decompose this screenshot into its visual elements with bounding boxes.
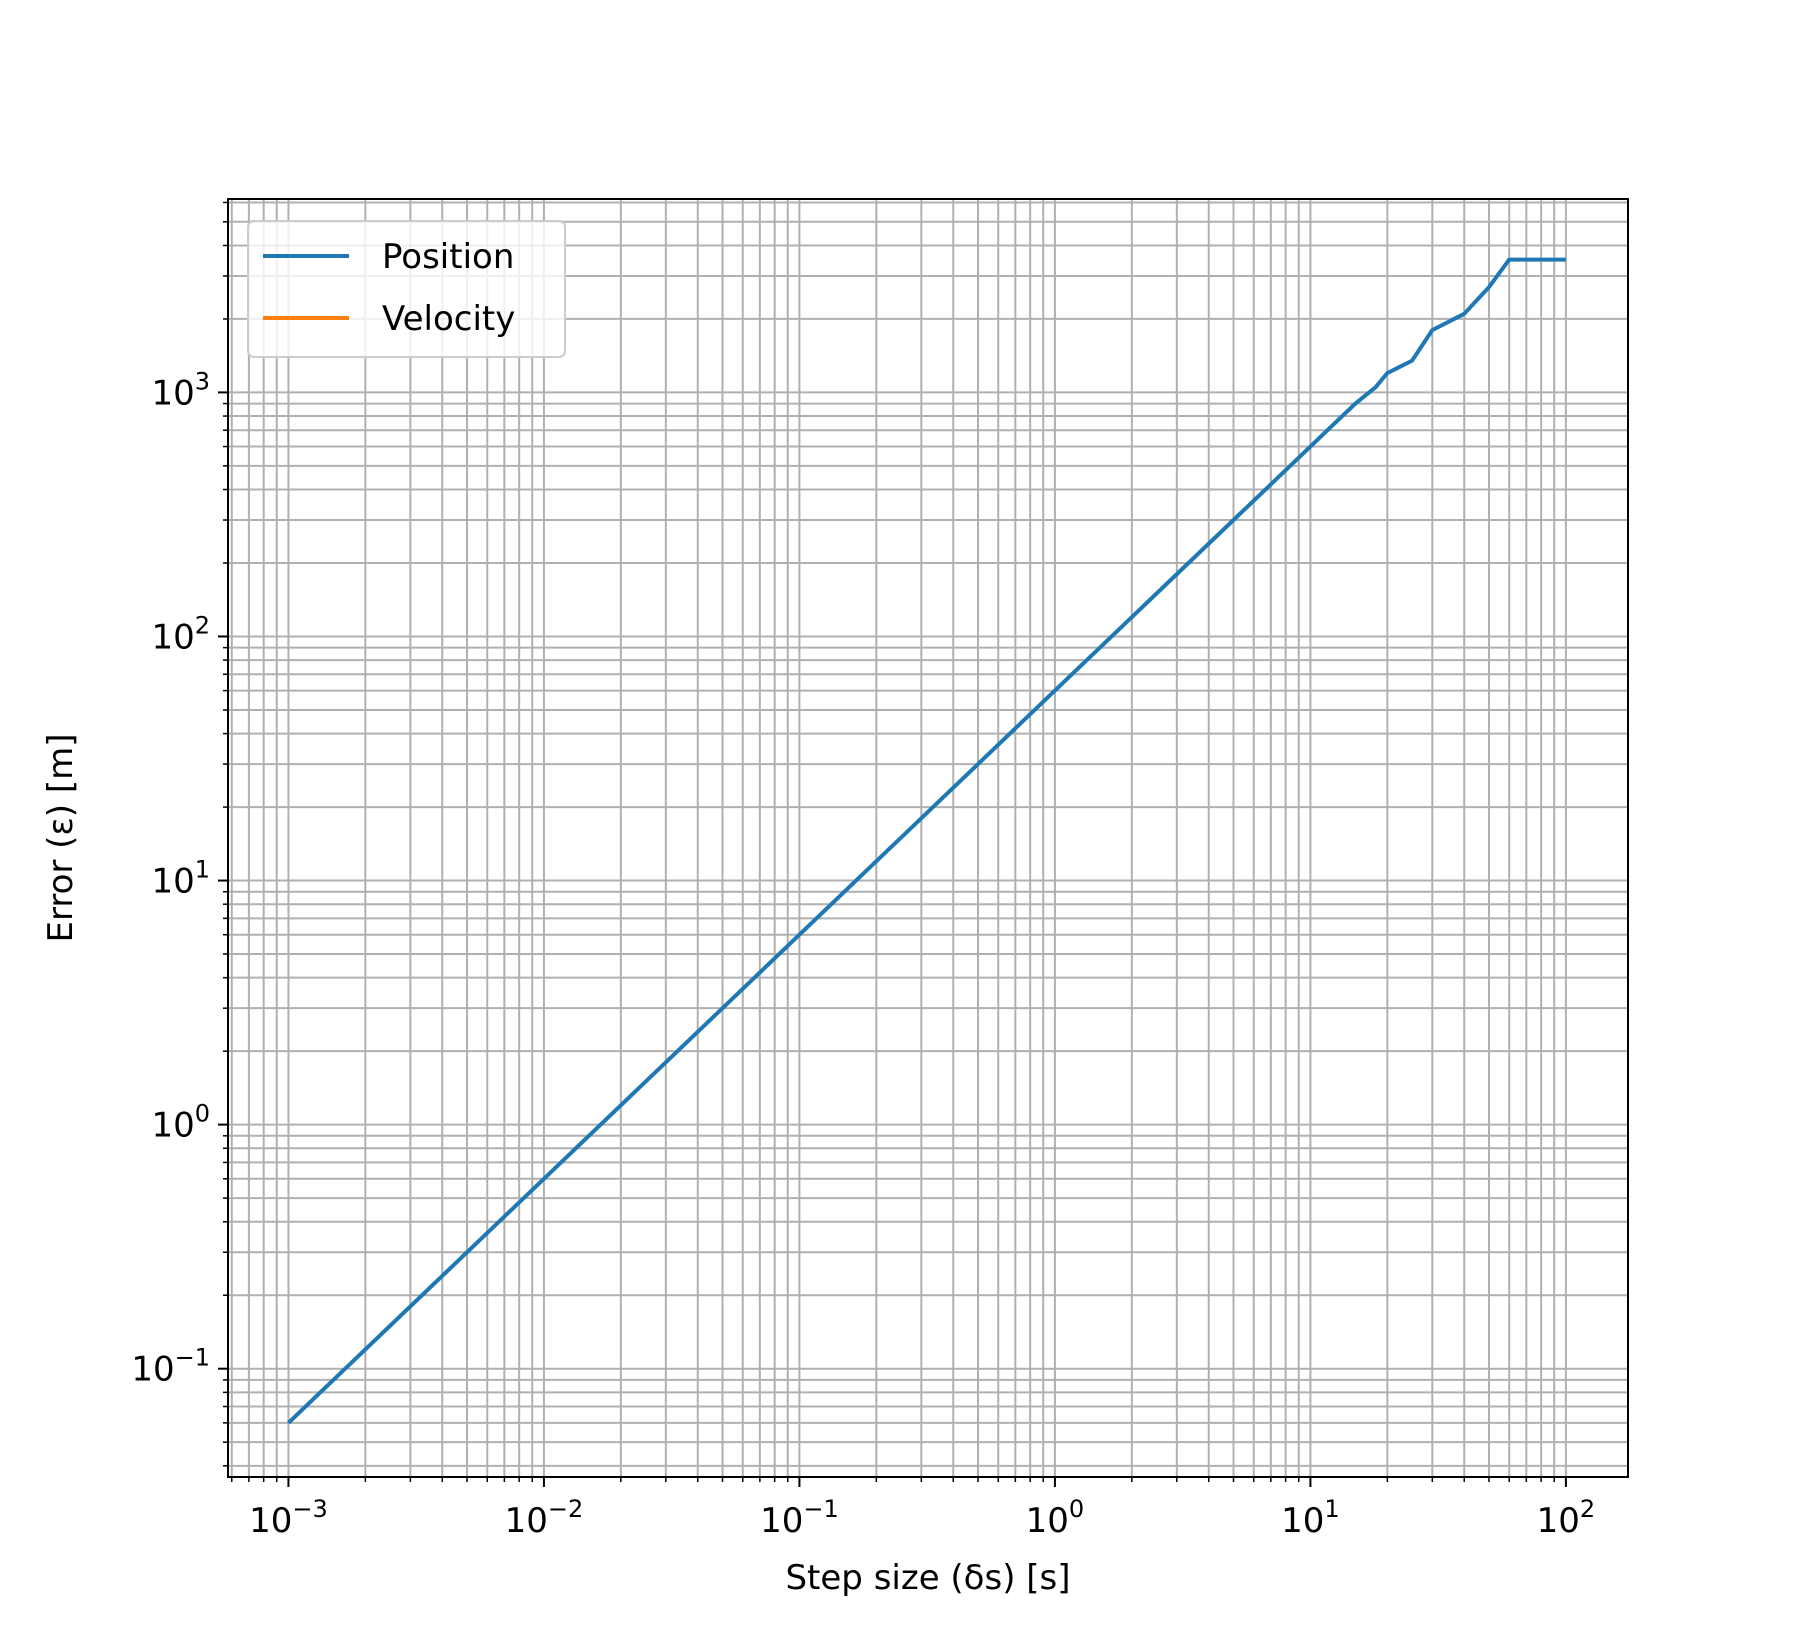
x-tick-label: 10−2: [505, 1495, 584, 1541]
y-tick-label: 10−1: [131, 1344, 210, 1390]
legend-label: Position: [382, 237, 514, 277]
x-tick-label: 102: [1537, 1495, 1596, 1541]
y-tick-label: 103: [151, 367, 210, 413]
grid: [228, 199, 1628, 1477]
y-tick-label: 102: [151, 611, 210, 657]
x-tick-label: 10−3: [249, 1495, 328, 1541]
series-line-position: [287, 257, 1566, 1425]
plot-frame: [227, 198, 1629, 1478]
x-tick-label: 10−1: [760, 1495, 839, 1541]
y-axis-label: Error (ε) [m]: [41, 733, 81, 942]
y-tick-label: 100: [151, 1100, 210, 1146]
x-axis-label: Step size (δs) [s]: [785, 1558, 1070, 1598]
legend: Position Velocity: [247, 220, 566, 358]
x-tick-label: 101: [1281, 1495, 1340, 1541]
x-tick-label: 100: [1026, 1495, 1085, 1541]
ticks: [218, 201, 1567, 1487]
legend-label: Velocity: [382, 299, 515, 339]
tick-labels: 10−3 10−2 10−1 100 101 102 10−1 100 101 102 103: [131, 367, 1595, 1541]
series-layer: [287, 257, 1566, 1425]
y-tick-label: 101: [151, 856, 210, 902]
